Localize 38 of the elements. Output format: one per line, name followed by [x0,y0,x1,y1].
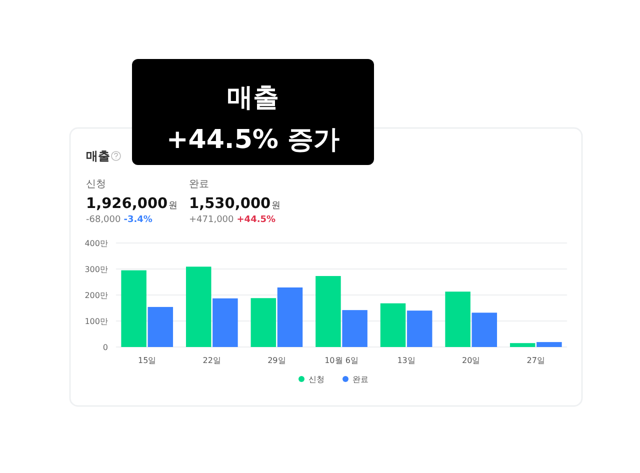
x-tick-label: 13일 [397,356,416,365]
bar [536,342,562,347]
y-tick-label: 400만 [84,239,108,248]
bar [316,276,341,347]
x-tick-label: 29일 [268,356,286,365]
bar [148,306,174,347]
text: 신청 [86,179,106,190]
text: -3.4% [124,215,152,225]
y-tick-label: 0 [102,343,108,352]
text: -68,000 [86,215,122,225]
x-tick-label: 27일 [526,356,545,365]
x-tick-label: 22일 [202,356,221,365]
x-tick-label: 10월 6일 [324,356,358,365]
legend-label: 신청 [308,375,324,384]
y-tick-label: 300만 [84,265,108,274]
text: 완료 [189,179,209,190]
bar [445,292,470,347]
text: 1,530,000원 [189,196,281,212]
bar [212,298,238,347]
x-tick-label: 20일 [462,356,480,365]
x-tick-label: 15일 [138,356,156,365]
bar [380,303,406,347]
chart-title: 매출 [86,149,110,163]
text: +44.5% [236,215,276,225]
bar [342,310,368,347]
y-tick-label: 100만 [84,317,108,326]
bar [406,310,432,347]
bar [186,266,212,347]
text: 매출 +44.5% 증가 [166,83,340,155]
bar [510,343,536,347]
legend-label: 완료 [352,375,368,384]
text: 1,926,000원 [86,196,178,212]
bar [121,270,146,347]
text: +471,000 [189,215,234,225]
bar [472,312,498,347]
bar [250,298,276,347]
y-tick-label: 200만 [84,291,108,300]
bar [277,287,303,347]
